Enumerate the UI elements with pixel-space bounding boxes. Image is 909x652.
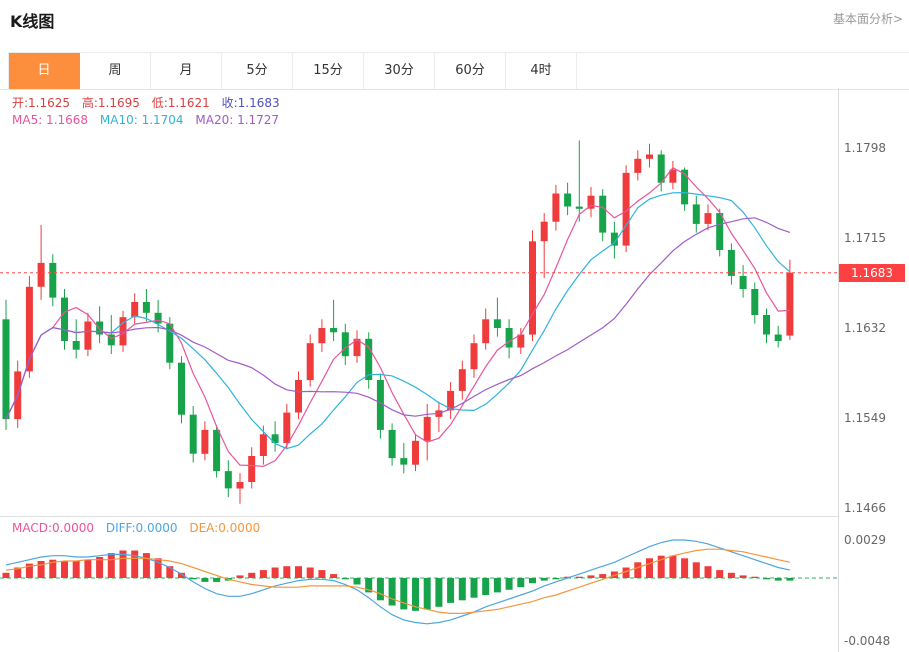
ma20-value: MA20: 1.1727: [195, 113, 280, 127]
ohlc-legend: 开:1.1625 高:1.1695 低:1.1621 收:1.1683: [12, 94, 288, 111]
y-axis-tick: 1.1715: [844, 231, 886, 245]
tab-4hour[interactable]: 4时: [506, 53, 577, 89]
macd-axis-tick: -0.0048: [844, 633, 891, 648]
current-price-tag: 1.1683: [839, 263, 905, 282]
y-axis-tick: 1.1549: [844, 411, 886, 425]
tab-60min[interactable]: 60分: [435, 53, 506, 89]
low-value: 低:1.1621: [151, 96, 210, 110]
close-value: 收:1.1683: [221, 96, 280, 110]
fundamental-analysis-link[interactable]: 基本面分析>: [832, 12, 903, 26]
ma10-value: MA10: 1.1704: [99, 113, 184, 127]
macd-axis-tick: 0.0029: [844, 533, 886, 547]
tab-5min[interactable]: 5分: [222, 53, 293, 89]
y-axis-tick: 1.1632: [844, 321, 886, 335]
panel-separator: [0, 516, 838, 517]
y-axis-tick: 1.1798: [844, 141, 886, 155]
tab-bar: 日 周 月 5分 15分 30分 60分 4时: [0, 52, 909, 90]
tab-30min[interactable]: 30分: [364, 53, 435, 89]
macd-legend: MACD:0.0000 DIFF:0.0000 DEA:0.0000: [12, 521, 268, 535]
tab-15min[interactable]: 15分: [293, 53, 364, 89]
y-axis-tick: 1.1466: [844, 501, 886, 515]
ma5-value: MA5: 1.1668: [12, 113, 89, 127]
tab-week[interactable]: 周: [80, 53, 151, 89]
macd-chart[interactable]: [0, 517, 838, 652]
open-value: 开:1.1625: [12, 96, 71, 110]
page-title: K线图: [10, 12, 55, 31]
diff-value: DIFF:0.0000: [105, 521, 178, 535]
dea-value: DEA:0.0000: [189, 521, 261, 535]
high-value: 高:1.1695: [81, 96, 140, 110]
tab-month[interactable]: 月: [151, 53, 222, 89]
y-axis: [838, 88, 839, 652]
tab-day[interactable]: 日: [9, 53, 80, 89]
macd-value: MACD:0.0000: [12, 521, 95, 535]
candlestick-chart[interactable]: [0, 88, 838, 516]
ma-legend: MA5: 1.1668 MA10: 1.1704 MA20: 1.1727: [12, 113, 287, 127]
